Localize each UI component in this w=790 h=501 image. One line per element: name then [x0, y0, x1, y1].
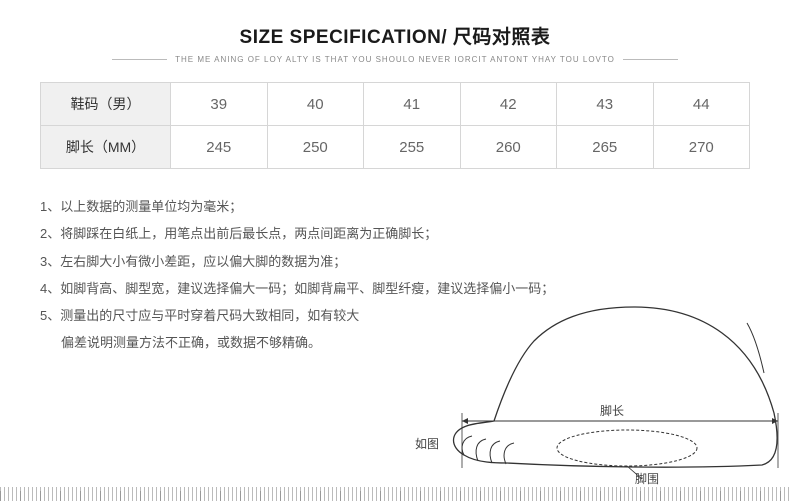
- cell: 43: [557, 83, 654, 126]
- row-header-size: 鞋码（男）: [41, 83, 171, 126]
- cell: 265: [557, 126, 654, 169]
- list-item: 2、将脚踩在白纸上，用笔点出前后最长点，两点间距离为正确脚长；: [40, 220, 750, 247]
- circum-label: 脚围: [635, 471, 659, 486]
- list-item: 1、以上数据的测量单位均为毫米；: [40, 193, 750, 220]
- foot-diagram: 脚长 脚围 如图: [402, 293, 782, 493]
- cell: 245: [171, 126, 268, 169]
- cell: 255: [364, 126, 461, 169]
- row-header-length: 脚长（MM）: [41, 126, 171, 169]
- table-row: 鞋码（男） 39 40 41 42 43 44: [41, 83, 750, 126]
- ruler-icon: [0, 487, 790, 501]
- cell: 250: [267, 126, 364, 169]
- length-label: 脚长: [600, 403, 624, 418]
- cell: 270: [653, 126, 750, 169]
- cell: 39: [171, 83, 268, 126]
- table-row: 脚长（MM） 245 250 255 260 265 270: [41, 126, 750, 169]
- cell: 260: [460, 126, 557, 169]
- list-item: 3、左右脚大小有微小差距，应以偏大脚的数据为准；: [40, 248, 750, 275]
- asshown-label: 如图: [415, 436, 439, 451]
- cell: 40: [267, 83, 364, 126]
- page-title: SIZE SPECIFICATION/ 尺码对照表: [0, 22, 790, 49]
- page-subtitle: THE ME ANING OF LOY ALTY IS THAT YOU SHO…: [0, 55, 790, 64]
- cell: 42: [460, 83, 557, 126]
- cell: 44: [653, 83, 750, 126]
- size-table: 鞋码（男） 39 40 41 42 43 44 脚长（MM） 245 250 2…: [40, 82, 750, 169]
- cell: 41: [364, 83, 461, 126]
